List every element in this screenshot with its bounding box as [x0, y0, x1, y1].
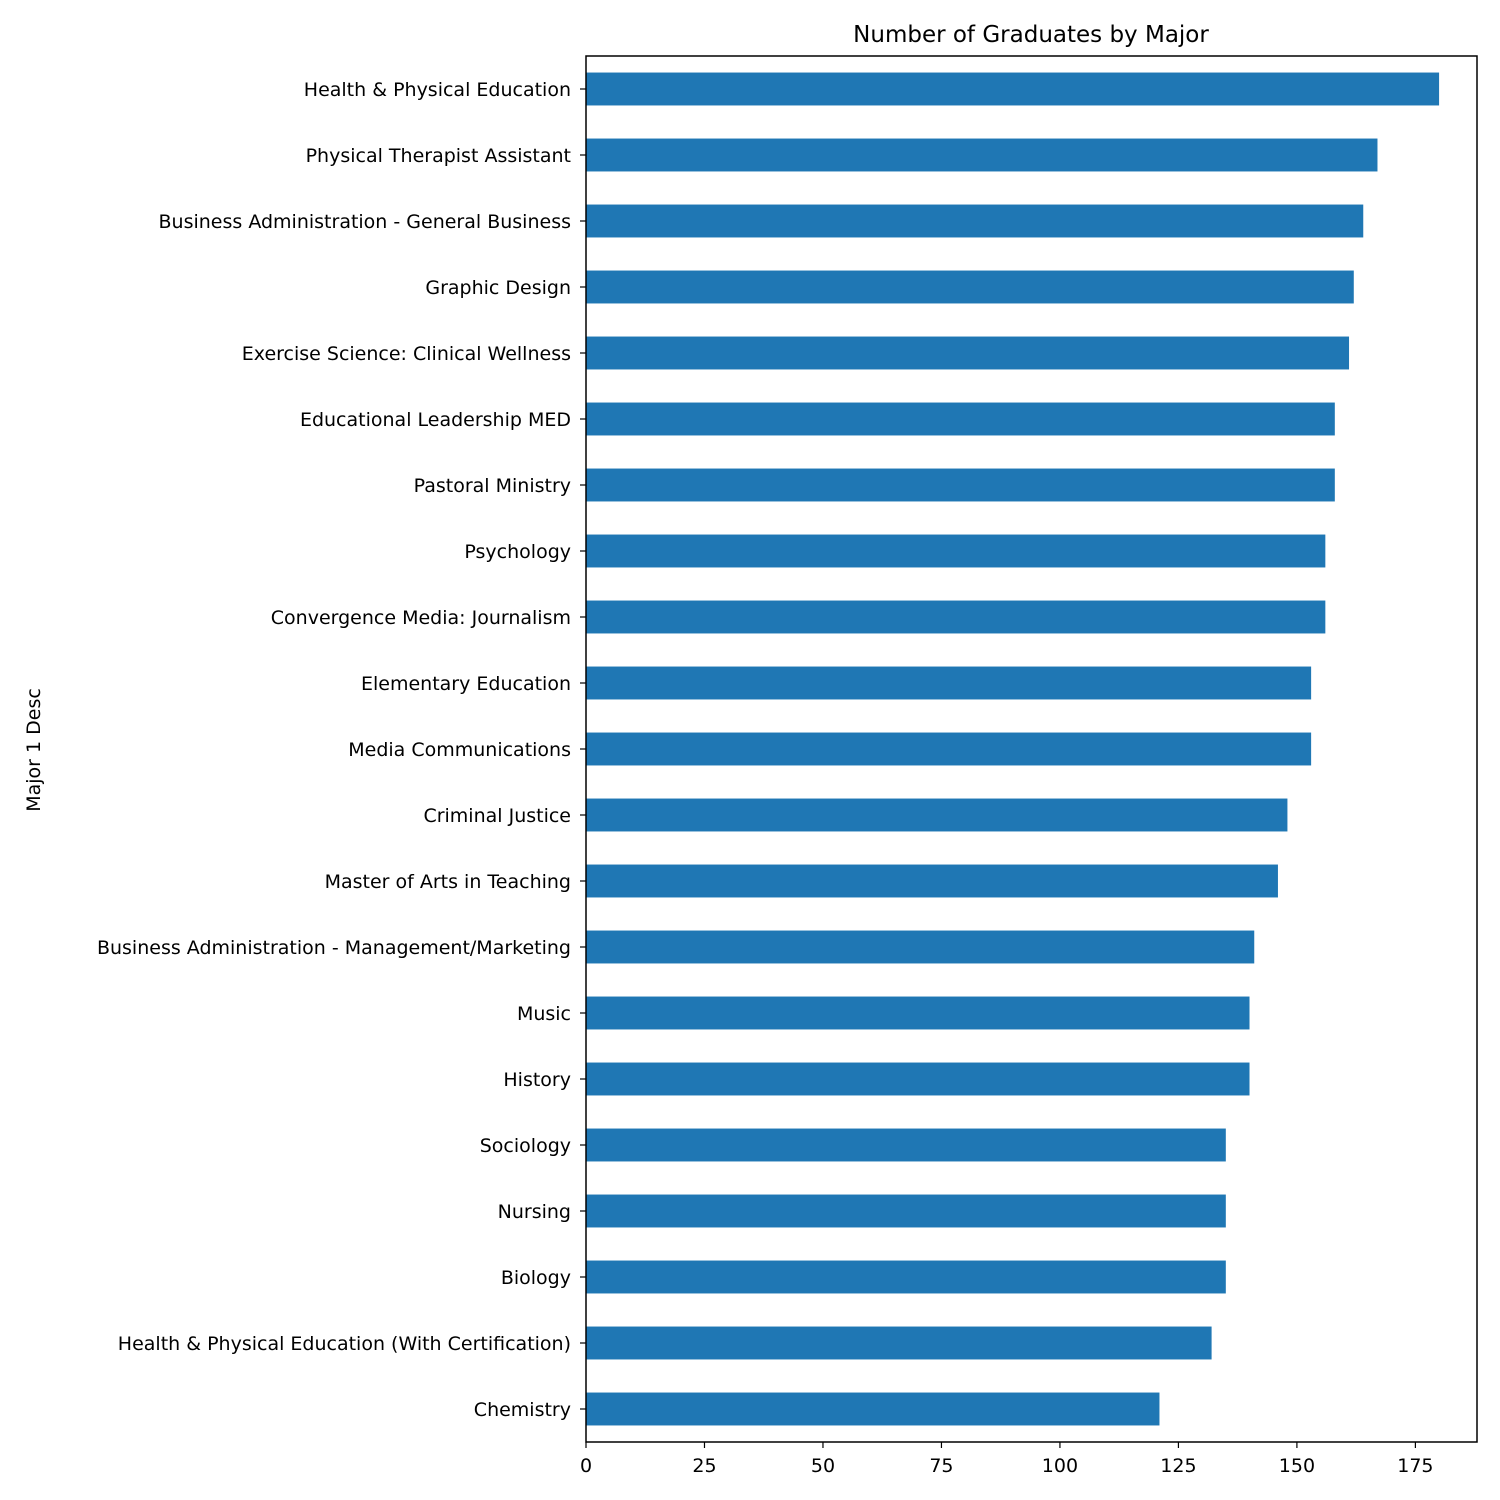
bars-group: [586, 72, 1440, 1426]
bar: [586, 1194, 1226, 1228]
x-tick-label: 50: [811, 1455, 835, 1477]
bar: [586, 864, 1278, 898]
category-label: Biology: [501, 1267, 571, 1289]
category-label: Health & Physical Education: [304, 79, 571, 101]
category-label: Health & Physical Education (With Certif…: [118, 1333, 571, 1355]
bar: [586, 600, 1326, 634]
category-label: Psychology: [464, 541, 571, 563]
category-label: Pastoral Ministry: [414, 475, 571, 497]
category-label: Business Administration - Management/Mar…: [97, 937, 571, 959]
bar: [586, 1260, 1226, 1294]
bar: [586, 1062, 1250, 1096]
bar: [586, 1326, 1212, 1360]
category-label: Business Administration - General Busine…: [159, 211, 572, 233]
bar: [586, 930, 1255, 964]
x-tick-label: 125: [1160, 1455, 1196, 1477]
category-label: Elementary Education: [361, 673, 571, 695]
bar: [586, 732, 1312, 766]
category-label: Convergence Media: Journalism: [271, 607, 571, 629]
bar: [586, 666, 1312, 700]
bar: [586, 534, 1326, 568]
bar: [586, 204, 1364, 238]
category-label: Sociology: [480, 1135, 571, 1157]
x-tick-label: 100: [1042, 1455, 1078, 1477]
category-label: Educational Leadership MED: [300, 409, 571, 431]
bar: [586, 468, 1335, 502]
category-label: Exercise Science: Clinical Wellness: [242, 343, 571, 365]
bar: [586, 996, 1250, 1030]
bar: [586, 72, 1440, 106]
bar: [586, 402, 1335, 436]
category-label: History: [503, 1069, 571, 1091]
category-label: Nursing: [498, 1201, 571, 1223]
category-label: Chemistry: [474, 1399, 571, 1421]
chart-title: Number of Graduates by Major: [853, 22, 1209, 48]
category-label: Media Communications: [348, 739, 571, 761]
x-tick-label: 175: [1397, 1455, 1433, 1477]
bar: [586, 138, 1378, 172]
x-tick-label: 0: [580, 1455, 592, 1477]
y-axis-title: Major 1 Desc: [23, 688, 45, 812]
bar: [586, 1392, 1160, 1426]
x-ticks-group: 0 25 50 75 100 125 150 175: [580, 1442, 1434, 1477]
category-label: Graphic Design: [425, 277, 571, 299]
category-label: Criminal Justice: [423, 805, 571, 827]
category-label: Master of Arts in Teaching: [325, 871, 571, 893]
category-label: Music: [517, 1003, 571, 1025]
x-tick-label: 25: [692, 1455, 716, 1477]
bar: [586, 798, 1288, 832]
category-label: Physical Therapist Assistant: [306, 145, 571, 167]
bar: [586, 270, 1354, 304]
x-tick-label: 75: [929, 1455, 953, 1477]
plot-frame: [585, 55, 1478, 1443]
bar: [586, 1128, 1226, 1162]
category-labels-group: Health & Physical Education Physical Ther…: [97, 79, 586, 1421]
x-tick-label: 150: [1279, 1455, 1315, 1477]
bar: [586, 336, 1350, 370]
